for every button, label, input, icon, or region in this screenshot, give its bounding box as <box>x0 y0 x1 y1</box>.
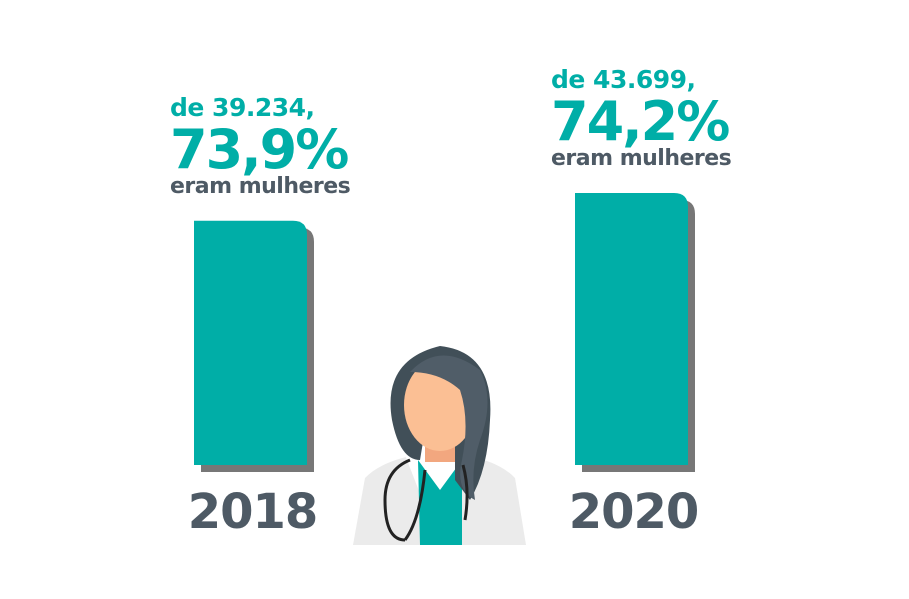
doctor-illustration <box>353 346 526 545</box>
annotation-percent: 73,9% <box>170 117 349 181</box>
bar-2020 <box>575 193 688 465</box>
annotation-total: de 43.699, <box>551 65 696 94</box>
x-tick-label: 2020 <box>568 484 700 540</box>
annotation-subtitle: eram mulheres <box>551 146 732 171</box>
bar-2018 <box>194 220 307 465</box>
annotation-subtitle: eram mulheres <box>170 173 351 199</box>
x-tick-label: 2018 <box>187 484 319 540</box>
annotation-total: de 39.234, <box>170 92 315 122</box>
annotation-percent: 74,2% <box>551 90 730 153</box>
